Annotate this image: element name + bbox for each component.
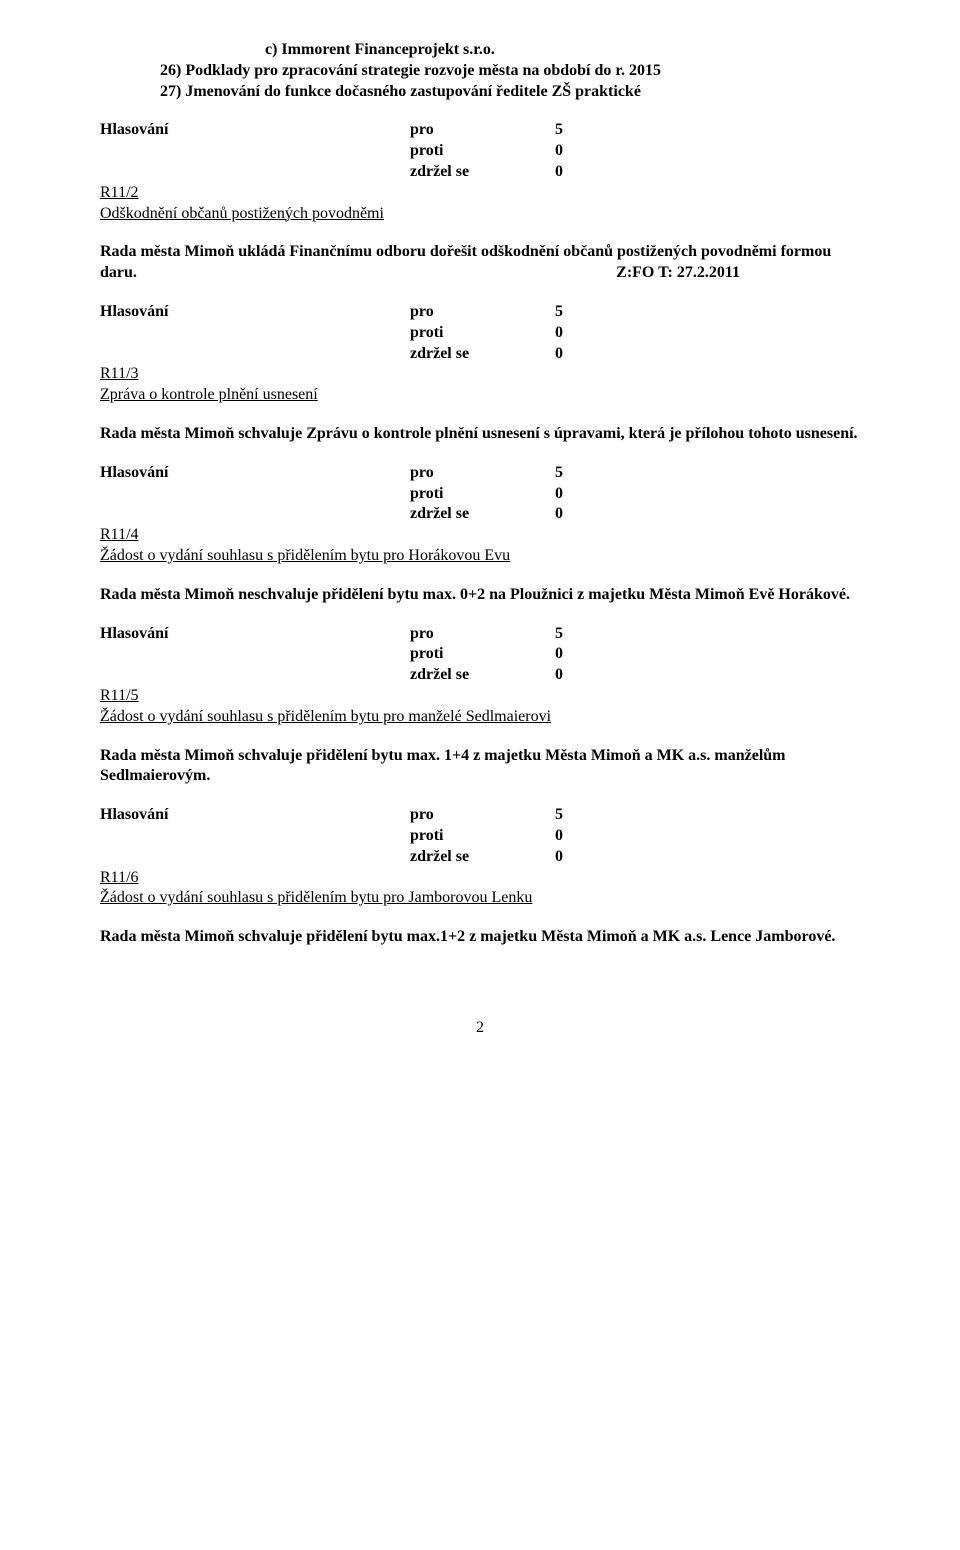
vote-row-value: 5 [555, 120, 595, 141]
vote-block: Hlasování pro 5 proti 0 zdržel se 0 [100, 120, 860, 182]
vote-row-value: 0 [555, 504, 595, 525]
vote-label: Hlasování [100, 302, 410, 323]
vote-label: Hlasování [100, 624, 410, 645]
vote-label: Hlasování [100, 120, 410, 141]
section-ref: R11/4 [100, 525, 860, 546]
vote-row-value: 0 [555, 644, 595, 665]
vote-row-name: proti [410, 826, 555, 847]
vote-row-name: proti [410, 644, 555, 665]
section-ref: R11/2 [100, 183, 860, 204]
section-body: Rada města Mimoň schvaluje přidělení byt… [100, 746, 860, 788]
section-body-right: Z:FO T: 27.2.2011 [616, 263, 860, 284]
vote-block: Hlasování pro 5 proti 0 zdržel se 0 [100, 463, 860, 525]
vote-label: Hlasování [100, 463, 410, 484]
header-line-c: c) Immorent Financeprojekt s.r.o. [220, 40, 860, 61]
vote-block: Hlasování pro 5 proti 0 zdržel se 0 [100, 302, 860, 364]
section-ref: R11/3 [100, 364, 860, 385]
vote-row-name: pro [410, 463, 555, 484]
vote-row-value: 5 [555, 805, 595, 826]
vote-row-name: zdržel se [410, 847, 555, 868]
vote-row-value: 5 [555, 302, 595, 323]
section-ref-title: Zpráva o kontrole plnění usnesení [100, 385, 860, 406]
section-ref: R11/6 [100, 868, 860, 889]
vote-row-name: pro [410, 805, 555, 826]
section-body: Rada města Mimoň schvaluje Zprávu o kont… [100, 424, 860, 445]
vote-block: Hlasování pro 5 proti 0 zdržel se 0 [100, 624, 860, 686]
vote-row-value: 0 [555, 826, 595, 847]
vote-row-value: 0 [555, 141, 595, 162]
vote-row-name: proti [410, 484, 555, 505]
vote-row-name: zdržel se [410, 665, 555, 686]
section-ref-title: Žádost o vydání souhlasu s přidělením by… [100, 546, 860, 567]
vote-row-name: proti [410, 141, 555, 162]
section-ref: R11/5 [100, 686, 860, 707]
vote-row-value: 0 [555, 162, 595, 183]
vote-row-name: zdržel se [410, 504, 555, 525]
section-body: Rada města Mimoň neschvaluje přidělení b… [100, 585, 860, 606]
vote-row-name: pro [410, 302, 555, 323]
vote-row-value: 0 [555, 323, 595, 344]
vote-row-value: 5 [555, 463, 595, 484]
section-ref-title: Žádost o vydání souhlasu s přidělením by… [100, 888, 860, 909]
header-line-27: 27) Jmenování do funkce dočasného zastup… [100, 82, 860, 103]
vote-row-name: pro [410, 624, 555, 645]
vote-row-name: zdržel se [410, 344, 555, 365]
vote-row-name: proti [410, 323, 555, 344]
vote-label: Hlasování [100, 805, 410, 826]
section-body: Rada města Mimoň schvaluje přidělení byt… [100, 927, 860, 948]
vote-row-value: 0 [555, 665, 595, 686]
header-line-26: 26) Podklady pro zpracování strategie ro… [100, 61, 860, 82]
vote-row-value: 0 [555, 484, 595, 505]
section-body-wrap: Rada města Mimoň ukládá Finančnímu odbor… [100, 242, 860, 284]
section-ref-title: Žádost o vydání souhlasu s přidělením by… [100, 707, 860, 728]
vote-row-value: 5 [555, 624, 595, 645]
vote-row-name: zdržel se [410, 162, 555, 183]
vote-row-value: 0 [555, 344, 595, 365]
vote-block: Hlasování pro 5 proti 0 zdržel se 0 [100, 805, 860, 867]
vote-row-value: 0 [555, 847, 595, 868]
page-number: 2 [100, 1018, 860, 1039]
section-ref-title: Odškodnění občanů postižených povodněmi [100, 204, 860, 225]
vote-row-name: pro [410, 120, 555, 141]
